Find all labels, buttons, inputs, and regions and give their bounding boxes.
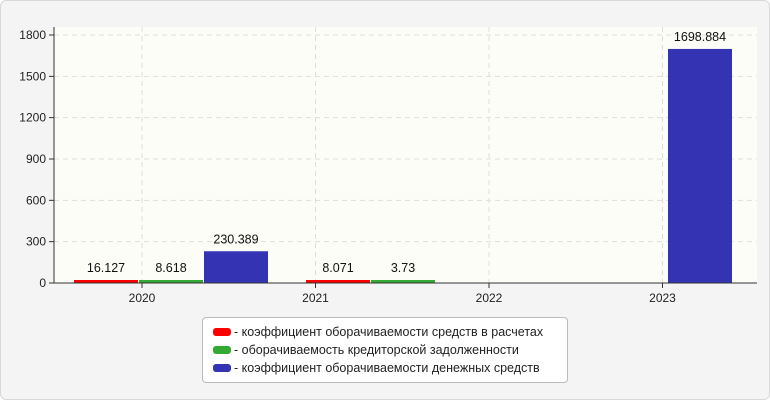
data-label: 1698.884 [674,30,726,44]
y-tick-label: 1200 [19,111,46,125]
x-tick-label: 2020 [129,291,156,305]
legend-item: - оборачиваемость кредиторской задолженн… [213,341,567,359]
bar [139,280,203,283]
y-tick-label: 900 [26,152,46,166]
bar [306,280,370,283]
bar [74,280,138,283]
legend-swatch [213,328,231,336]
bar [668,48,732,284]
y-tick-label: 0 [39,276,46,290]
chart-svg: 0 300 600 900 1200 1500 1800 2020 16.127 8.618 230… [19,27,757,305]
bar [204,251,268,283]
data-label: 230.389 [213,232,258,246]
legend-label: - оборачиваемость кредиторской задолженн… [234,343,519,357]
legend-label: - коэффициент оборачиваемости средств в … [234,325,544,339]
data-label: 8.618 [155,261,186,275]
legend-swatch [213,364,231,372]
legend-item: - коэффициент оборачиваемости денежных с… [213,359,567,377]
data-label: 8.071 [322,261,353,275]
data-label: 16.127 [87,261,125,275]
y-tick-label: 1800 [19,28,46,42]
x-tick-label: 2023 [649,291,676,305]
bar [371,280,435,283]
legend-swatch [213,346,231,354]
plot-area [54,27,757,283]
legend-label: - коэффициент оборачиваемости денежных с… [234,361,540,375]
x-tick-label: 2022 [476,291,503,305]
data-label: 3.73 [391,261,415,275]
legend-item: - коэффициент оборачиваемости средств в … [213,323,567,341]
y-tick-label: 1500 [19,69,46,83]
legend: - коэффициент оборачиваемости средств в … [202,317,568,383]
x-tick-label: 2021 [302,291,329,305]
y-tick-label: 600 [26,193,46,207]
y-tick-label: 300 [26,235,46,249]
